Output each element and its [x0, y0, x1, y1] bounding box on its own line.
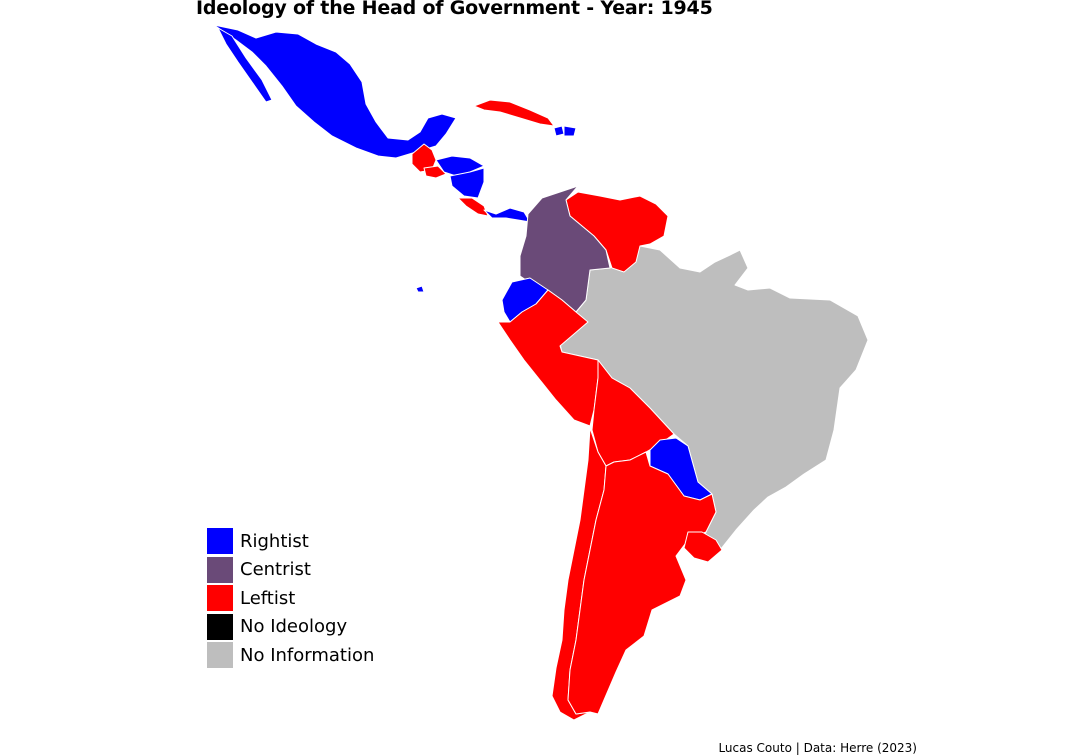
country-dominican-republic[interactable] — [563, 125, 577, 137]
legend-swatch — [207, 556, 233, 583]
legend-label: No Information — [240, 644, 375, 666]
country-argentina[interactable] — [567, 451, 717, 715]
legend-label: Leftist — [240, 587, 296, 609]
legend-item-leftist: Leftist — [207, 584, 374, 613]
legend-swatch — [207, 528, 233, 555]
legend-swatch — [207, 585, 233, 612]
legend-item-no-information: No Information — [207, 641, 374, 670]
country-uruguay[interactable] — [683, 531, 723, 563]
country-costa-rica[interactable] — [457, 197, 489, 217]
legend-item-no-ideology: No Ideology — [207, 613, 374, 642]
map-legend: Rightist Centrist Leftist No Ideology No… — [207, 527, 374, 670]
legend-label: Rightist — [240, 530, 309, 552]
country-galapagos[interactable] — [415, 285, 425, 293]
source-caption: Lucas Couto | Data: Herre (2023) — [718, 741, 917, 755]
country-el-salvador[interactable] — [423, 165, 447, 179]
legend-swatch — [207, 642, 233, 669]
country-mexico-baja[interactable] — [217, 27, 273, 103]
legend-label: Centrist — [240, 559, 311, 581]
country-mexico[interactable] — [213, 24, 457, 159]
country-haiti[interactable] — [553, 125, 565, 137]
country-guatemala[interactable] — [411, 143, 437, 173]
country-cuba[interactable] — [473, 99, 555, 127]
map-title: Ideology of the Head of Government - Yea… — [196, 0, 713, 19]
country-peru[interactable] — [497, 289, 599, 427]
legend-label: No Ideology — [240, 616, 348, 638]
country-panama[interactable] — [483, 207, 531, 223]
legend-item-centrist: Centrist — [207, 556, 374, 585]
legend-item-rightist: Rightist — [207, 527, 374, 556]
country-nicaragua[interactable] — [449, 167, 485, 199]
legend-swatch — [207, 613, 233, 640]
country-colombia[interactable] — [519, 185, 611, 313]
